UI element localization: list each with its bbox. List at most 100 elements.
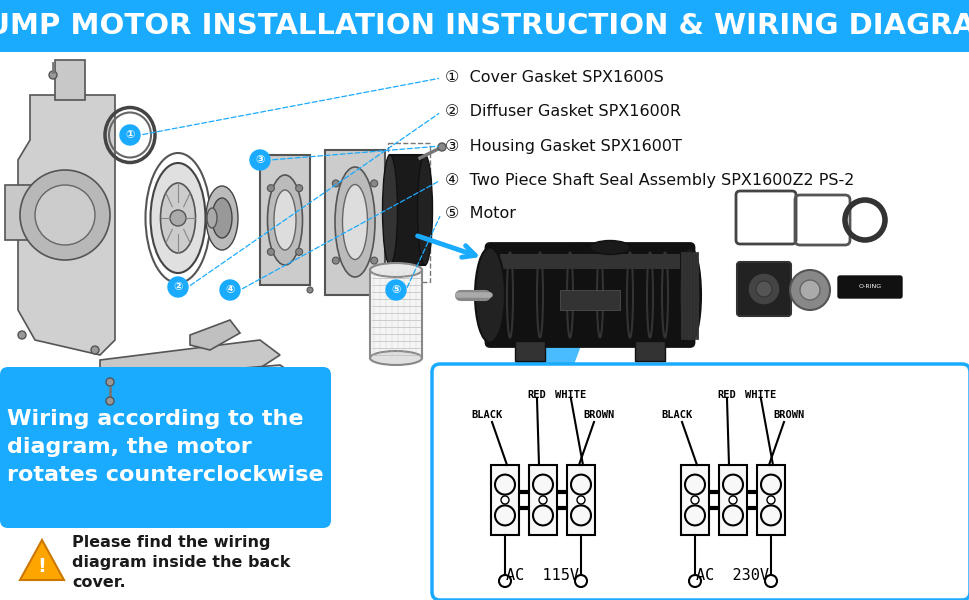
Text: AC  230V: AC 230V bbox=[696, 568, 768, 583]
Bar bbox=[55, 60, 85, 100]
FancyBboxPatch shape bbox=[736, 262, 790, 316]
Text: RED: RED bbox=[717, 390, 735, 400]
Text: BROWN: BROWN bbox=[582, 410, 614, 420]
Circle shape bbox=[18, 331, 26, 339]
Polygon shape bbox=[100, 365, 295, 390]
Text: WHITE: WHITE bbox=[744, 390, 776, 400]
Bar bbox=[635, 340, 665, 361]
Circle shape bbox=[729, 496, 736, 504]
Polygon shape bbox=[18, 95, 115, 355]
Ellipse shape bbox=[417, 155, 432, 265]
Text: WHITE: WHITE bbox=[555, 390, 586, 400]
Bar bbox=[680, 465, 708, 535]
Circle shape bbox=[106, 397, 114, 405]
Circle shape bbox=[789, 270, 829, 310]
Bar bbox=[0, 0, 969, 52]
Text: AC  115V: AC 115V bbox=[506, 568, 578, 583]
Circle shape bbox=[332, 180, 339, 187]
Circle shape bbox=[220, 280, 239, 300]
Ellipse shape bbox=[273, 190, 296, 250]
Text: ②: ② bbox=[173, 282, 182, 292]
Ellipse shape bbox=[150, 163, 205, 273]
Circle shape bbox=[296, 248, 302, 256]
Bar bbox=[5, 185, 35, 240]
FancyBboxPatch shape bbox=[0, 367, 330, 528]
FancyBboxPatch shape bbox=[485, 244, 693, 346]
Circle shape bbox=[386, 280, 406, 300]
Text: ④  Two Piece Shaft Seal Assembly SPX1600Z2 PS-2: ④ Two Piece Shaft Seal Assembly SPX1600Z… bbox=[445, 173, 854, 187]
Bar bbox=[567, 465, 594, 535]
Ellipse shape bbox=[267, 175, 302, 265]
Text: ②  Diffuser Gasket SPX1600R: ② Diffuser Gasket SPX1600R bbox=[445, 104, 680, 119]
Bar bbox=[325, 150, 385, 295]
Circle shape bbox=[766, 496, 774, 504]
Circle shape bbox=[267, 248, 274, 256]
Bar bbox=[390, 155, 424, 265]
Circle shape bbox=[690, 496, 699, 504]
Circle shape bbox=[755, 281, 771, 297]
Ellipse shape bbox=[475, 247, 505, 343]
Bar bbox=[515, 340, 545, 361]
Text: ⑤  Motor: ⑤ Motor bbox=[445, 206, 516, 221]
Ellipse shape bbox=[342, 185, 367, 259]
Circle shape bbox=[106, 378, 114, 386]
Bar bbox=[559, 290, 619, 310]
Ellipse shape bbox=[382, 155, 397, 265]
Circle shape bbox=[438, 143, 446, 151]
Text: BROWN: BROWN bbox=[772, 410, 804, 420]
Text: O-RING: O-RING bbox=[858, 284, 881, 289]
Circle shape bbox=[306, 287, 313, 293]
Text: BLACK: BLACK bbox=[661, 410, 692, 420]
FancyBboxPatch shape bbox=[431, 364, 969, 600]
Text: ④: ④ bbox=[225, 285, 234, 295]
Polygon shape bbox=[100, 340, 280, 375]
Circle shape bbox=[49, 71, 57, 79]
Circle shape bbox=[35, 185, 95, 245]
Circle shape bbox=[168, 277, 188, 297]
Ellipse shape bbox=[369, 263, 422, 277]
Text: ③  Housing Gasket SPX1600T: ③ Housing Gasket SPX1600T bbox=[445, 139, 681, 154]
Polygon shape bbox=[510, 242, 619, 375]
Circle shape bbox=[296, 185, 302, 191]
Bar bbox=[718, 465, 746, 535]
Ellipse shape bbox=[369, 351, 422, 365]
Text: BLACK: BLACK bbox=[471, 410, 502, 420]
Ellipse shape bbox=[160, 183, 196, 253]
Text: Please find the wiring
diagram inside the back
cover.: Please find the wiring diagram inside th… bbox=[72, 535, 290, 590]
Text: ③: ③ bbox=[255, 155, 265, 165]
Circle shape bbox=[370, 257, 377, 264]
Text: ⑤: ⑤ bbox=[391, 285, 400, 295]
Ellipse shape bbox=[334, 167, 375, 277]
Bar bbox=[369, 270, 422, 358]
Bar bbox=[499, 253, 679, 269]
Polygon shape bbox=[190, 320, 239, 350]
Text: PUMP MOTOR INSTALLATION INSTRUCTION & WIRING DIAGRAM: PUMP MOTOR INSTALLATION INSTRUCTION & WI… bbox=[0, 12, 969, 40]
Text: Wiring according to the
diagram, the motor
rotates counterclockwise: Wiring according to the diagram, the mot… bbox=[7, 409, 323, 485]
Bar bbox=[490, 465, 518, 535]
Circle shape bbox=[539, 496, 547, 504]
Circle shape bbox=[747, 273, 779, 305]
Circle shape bbox=[250, 150, 269, 170]
FancyBboxPatch shape bbox=[837, 276, 901, 298]
Circle shape bbox=[267, 185, 274, 191]
Ellipse shape bbox=[678, 247, 701, 343]
Circle shape bbox=[91, 346, 99, 354]
Circle shape bbox=[20, 170, 109, 260]
Circle shape bbox=[332, 257, 339, 264]
Ellipse shape bbox=[212, 198, 232, 238]
Bar bbox=[260, 155, 310, 285]
Ellipse shape bbox=[206, 208, 217, 228]
Circle shape bbox=[370, 180, 377, 187]
Text: !: ! bbox=[38, 557, 47, 575]
Polygon shape bbox=[20, 540, 64, 580]
Text: ①  Cover Gasket SPX1600S: ① Cover Gasket SPX1600S bbox=[445, 70, 663, 85]
Circle shape bbox=[120, 125, 140, 145]
Circle shape bbox=[500, 496, 509, 504]
Circle shape bbox=[577, 496, 584, 504]
Ellipse shape bbox=[589, 241, 629, 254]
Text: ①: ① bbox=[125, 130, 135, 140]
Circle shape bbox=[170, 210, 186, 226]
Text: RED: RED bbox=[527, 390, 546, 400]
Ellipse shape bbox=[205, 186, 237, 250]
Bar bbox=[756, 465, 784, 535]
